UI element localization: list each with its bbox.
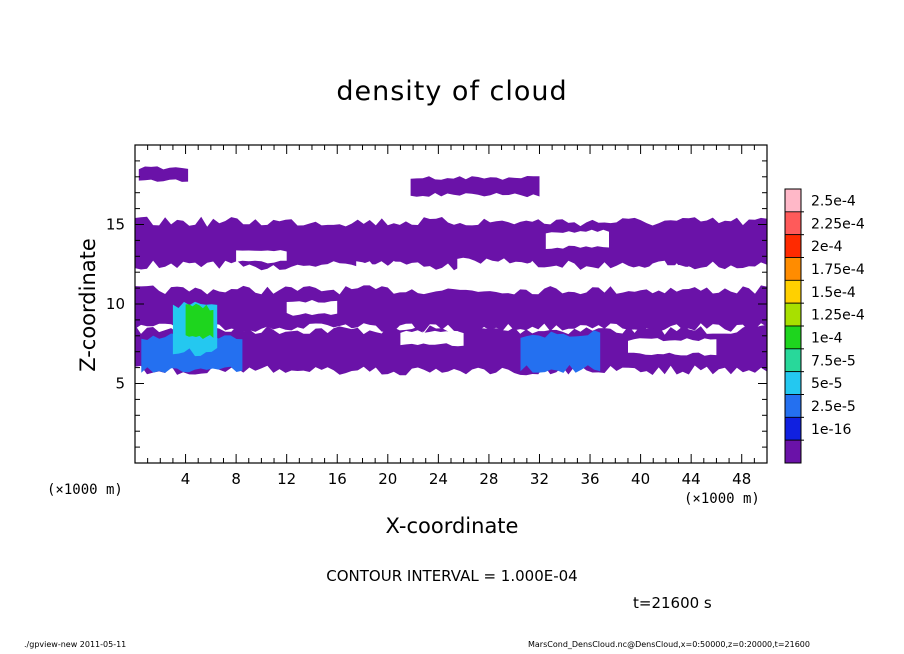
time-label: t=21600 s (633, 594, 712, 612)
colorbar-label: 7.5e-5 (811, 353, 856, 369)
colorbar-label: 5e-5 (811, 376, 842, 392)
colorbar-swatch (784, 188, 802, 213)
x-tick-label: 40 (631, 470, 650, 488)
cloud-gap (286, 300, 338, 316)
colorbar-swatch (784, 394, 802, 418)
cloud-region-1e-16 (135, 324, 767, 376)
cloud-region-1e-16 (135, 285, 767, 332)
x-tick-label: 8 (231, 470, 241, 488)
colorbar-label: 2.25e-4 (811, 216, 865, 232)
colorbar-label: 2.5e-5 (811, 399, 856, 415)
x-unit-label-left: (×1000 m) (47, 482, 123, 498)
colorbar-label: 2.5e-4 (811, 193, 856, 209)
x-tick-label: 24 (429, 470, 448, 488)
cloud-gap (356, 261, 407, 287)
colorbar-swatch (784, 371, 802, 395)
x-tick-label: 20 (378, 470, 397, 488)
cloud-region-1e-16 (138, 166, 189, 182)
x-tick-label: 28 (479, 470, 498, 488)
cloud-gap (545, 229, 609, 249)
y-tick-label: 5 (115, 375, 125, 393)
cloud-gap (236, 250, 287, 264)
cloud-region-1e-16 (410, 176, 540, 198)
cloud-gap (135, 269, 161, 286)
colorbar-frame (784, 188, 802, 464)
cloud-field (135, 166, 767, 376)
cloud-region-2.5e-5 (520, 330, 601, 373)
cloud-gap (457, 257, 534, 290)
colorbar-swatch (784, 439, 802, 464)
colorbar-label: 1.5e-4 (811, 285, 856, 301)
colorbar-label: 1e-4 (811, 330, 843, 346)
x-tick-label: 16 (328, 470, 347, 488)
x-tick-label: 4 (181, 470, 191, 488)
x-tick-label: 36 (580, 470, 599, 488)
colorbar-swatch (784, 348, 802, 373)
colorbar-label: 1.75e-4 (811, 262, 865, 278)
footer-left-text: ./gpview-new 2011-05-11 (24, 640, 127, 649)
colorbar-swatch (784, 234, 802, 258)
colorbar-swatch (784, 211, 802, 236)
x-tick-label: 12 (277, 470, 296, 488)
colorbar-swatch (784, 279, 802, 304)
x-unit-label-right: (×1000 m) (684, 491, 760, 507)
colorbar-label: 1e-16 (811, 422, 851, 438)
cloud-gap (400, 330, 464, 347)
footer-right-text: MarsCond_DensCloud.nc@DensCloud,x=0:5000… (528, 640, 810, 649)
x-axis-label: X-coordinate (385, 514, 519, 538)
colorbar-swatch (784, 257, 802, 281)
colorbar-swatch (784, 416, 802, 441)
cloud-region-1.25e-4 (185, 303, 214, 339)
chart-title: density of cloud (336, 76, 568, 107)
cloud-region-1e-16 (135, 216, 767, 271)
colorbar-label: 2e-4 (811, 239, 843, 255)
contour-interval-label: CONTOUR INTERVAL = 1.000E-04 (326, 567, 578, 585)
x-tick-label: 32 (530, 470, 549, 488)
colorbar-swatch (784, 325, 802, 350)
colorbar-swatch (784, 302, 802, 327)
y-tick-label: 10 (106, 295, 125, 313)
cloud-gap (628, 338, 717, 356)
cloud-gap (621, 265, 692, 281)
y-tick-label: 15 (106, 216, 125, 234)
colorbar-label: 1.25e-4 (811, 308, 865, 324)
x-tick-label: 48 (732, 470, 751, 488)
x-tick-label: 44 (682, 470, 701, 488)
